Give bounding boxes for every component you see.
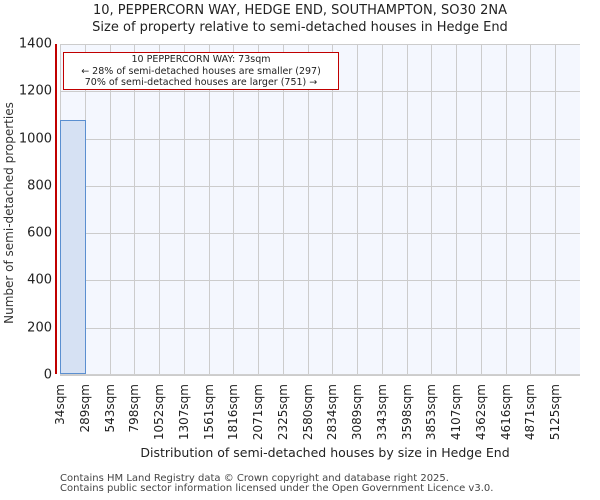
grid-line-vertical [357,44,359,374]
x-tick-label: 34sqm [53,384,67,425]
grid-line-vertical [258,44,260,374]
x-tick-label: 3343sqm [374,384,389,441]
property-marker-line [54,44,57,374]
y-axis-label: Number of semi-detached properties [2,102,16,324]
grid-line-vertical [307,44,309,374]
chart-title-line2: Size of property relative to semi-detach… [92,20,508,35]
grid-line-vertical [134,44,136,374]
footer-licence: Contains public sector information licen… [60,483,494,494]
x-tick-label: 2580sqm [300,384,315,441]
x-tick-label: 543sqm [102,384,117,433]
grid-line-vertical [159,44,161,374]
x-tick-label: 4871sqm [523,384,538,441]
x-tick-label: 1561sqm [201,384,216,441]
x-tick-label: 1307sqm [176,384,191,441]
grid-line-horizontal [60,44,580,45]
grid-line-horizontal [60,91,580,93]
grid-line-vertical [183,44,185,374]
x-tick-label: 2834sqm [325,384,340,441]
x-tick-label: 5125sqm [548,384,563,441]
y-tick-label: 1400 [18,36,52,52]
grid-line-vertical [109,44,111,374]
x-tick-label: 4107sqm [449,384,464,441]
grid-line-vertical [381,44,383,374]
grid-line-vertical [456,44,458,374]
x-tick-label: 4362sqm [473,384,488,441]
grid-line-vertical [208,44,210,374]
y-tick-label: 400 [27,272,52,288]
grid-line-horizontal [60,280,580,282]
x-tick-label: 1052sqm [152,384,167,441]
grid-line-vertical [555,44,557,374]
chart-title-line1: 10, PEPPERCORN WAY, HEDGE END, SOUTHAMPT… [92,3,508,18]
x-tick-label: 1816sqm [226,384,241,441]
x-tick-label: 2071sqm [251,384,266,441]
grid-line-horizontal [60,327,580,329]
grid-line-vertical [282,44,284,374]
annotation-box: 10 PEPPERCORN WAY: 73sqm ← 28% of semi-de… [63,52,339,90]
annotation-line2: ← 28% of semi-detached houses are smalle… [81,65,321,77]
y-tick-label: 1000 [18,131,52,147]
histogram-bar [60,119,86,374]
grid-line-vertical [505,44,507,374]
x-tick-label: 4616sqm [498,384,513,441]
x-tick-label: 3089sqm [350,384,365,441]
annotation-line3: 70% of semi-detached houses are larger (… [84,77,318,88]
grid-line-horizontal [60,138,580,140]
grid-line-vertical [332,44,334,374]
grid-line-vertical [530,44,532,374]
grid-line-horizontal [60,185,580,187]
x-tick-label: 3853sqm [424,384,439,441]
x-tick-label: 289sqm [77,384,92,433]
grid-line-vertical [406,44,408,374]
y-tick-label: 600 [27,225,52,241]
y-tick-label: 1200 [18,83,52,99]
y-tick-label: 200 [27,320,52,336]
plot-area: 10 PEPPERCORN WAY: 73sqm ← 28% of semi-de… [54,44,580,376]
grid-line-vertical [431,44,433,374]
annotation-line1: 10 PEPPERCORN WAY: 73sqm [131,54,271,65]
grid-line-horizontal [60,233,580,235]
x-tick-label: 3598sqm [399,384,414,441]
y-tick-label: 800 [27,178,52,194]
y-tick-label: 0 [43,367,52,383]
x-tick-label: 2325sqm [275,384,290,441]
grid-line-vertical [233,44,235,374]
x-tick-label: 798sqm [127,384,142,433]
x-axis-label: Distribution of semi-detached houses by … [140,445,510,460]
footer-copyright: Contains HM Land Registry data © Crown c… [60,473,449,484]
grid-line-vertical [480,44,482,374]
grid-line-horizontal [60,375,580,376]
